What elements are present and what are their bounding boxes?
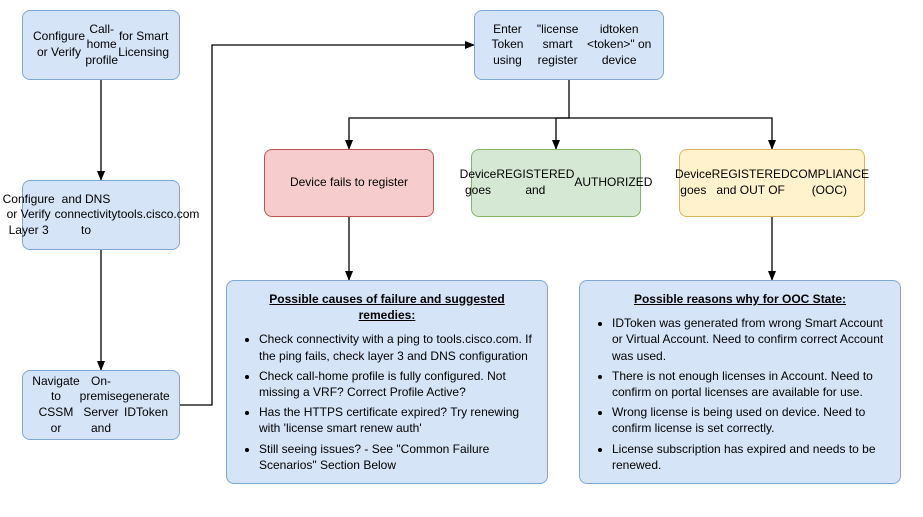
node-configure-layer3-dns: Configure or Verify Layer 3and DNS conne… (22, 180, 180, 250)
panel-failure-title: Possible causes of failure and suggested… (241, 291, 533, 323)
node-configure-callhome: Configure or VerifyCall-home profilefor … (22, 10, 180, 80)
list-item: Still seeing issues? - See "Common Failu… (259, 441, 533, 473)
flow-edge (556, 118, 569, 149)
flow-edge (349, 118, 569, 149)
list-item: License subscription has expired and nee… (612, 441, 886, 473)
panel-failure-list: Check connectivity with a ping to tools.… (241, 331, 533, 473)
node-device-out-of-compliance: Device goesREGISTERED and OUT OFCOMPLIAN… (679, 149, 865, 217)
list-item: Has the HTTPS certificate expired? Try r… (259, 404, 533, 436)
panel-failure-remedies: Possible causes of failure and suggested… (226, 280, 548, 484)
node-device-fails-register: Device fails to register (264, 149, 434, 217)
list-item: IDToken was generated from wrong Smart A… (612, 315, 886, 364)
panel-ooc-list: IDToken was generated from wrong Smart A… (594, 315, 886, 473)
node-generate-idtoken: Navigate to CSSM orOn-premise Server and… (22, 370, 180, 440)
node-device-registered-authorized: Device goesREGISTERED andAUTHORIZED (471, 149, 641, 217)
flow-edge (569, 118, 772, 149)
panel-ooc-title: Possible reasons why for OOC State: (594, 291, 886, 307)
list-item: There is not enough licenses in Account.… (612, 368, 886, 400)
node-enter-token-command: Enter Token using"license smart register… (474, 10, 664, 80)
list-item: Check call-home profile is fully configu… (259, 368, 533, 400)
panel-ooc-reasons: Possible reasons why for OOC State: IDTo… (579, 280, 901, 484)
list-item: Wrong license is being used on device. N… (612, 404, 886, 436)
list-item: Check connectivity with a ping to tools.… (259, 331, 533, 363)
